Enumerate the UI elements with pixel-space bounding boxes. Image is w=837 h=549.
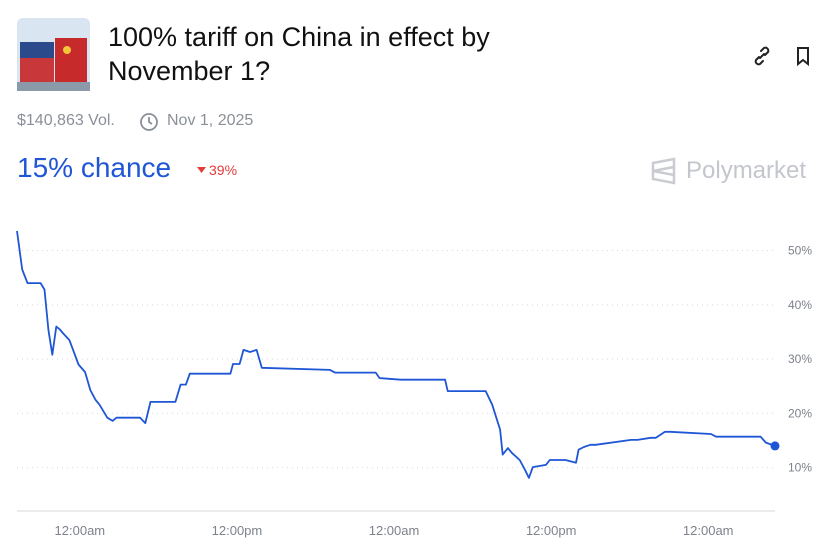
market-title: 100% tariff on China in effect by Novemb… — [108, 22, 490, 86]
end-date: Nov 1, 2025 — [167, 112, 254, 129]
x-tick-label: 12:00am — [55, 523, 106, 538]
volume: $140,863 Vol. — [17, 112, 115, 129]
y-tick-label: 40% — [788, 298, 812, 312]
y-tick-label: 20% — [788, 406, 812, 420]
price-line — [16, 230, 776, 479]
x-tick-label: 12:00am — [369, 523, 420, 538]
change: 39% — [209, 162, 238, 178]
x-tick-label: 12:00pm — [212, 523, 263, 538]
brand-logo — [651, 157, 676, 185]
brand-name: Polymarket — [686, 157, 807, 184]
y-tick-label: 50% — [788, 244, 812, 258]
end-point — [770, 441, 780, 451]
chance: 15% chance — [17, 152, 172, 183]
y-tick-label: 10% — [788, 461, 812, 475]
clock-icon — [140, 113, 158, 131]
down-arrow — [197, 167, 206, 173]
x-tick-label: 12:00am — [683, 523, 734, 538]
action-icons[interactable] — [750, 44, 814, 68]
x-tick-label: 12:00pm — [526, 523, 577, 538]
y-tick-label: 30% — [788, 352, 812, 366]
market-image[interactable] — [17, 18, 90, 91]
